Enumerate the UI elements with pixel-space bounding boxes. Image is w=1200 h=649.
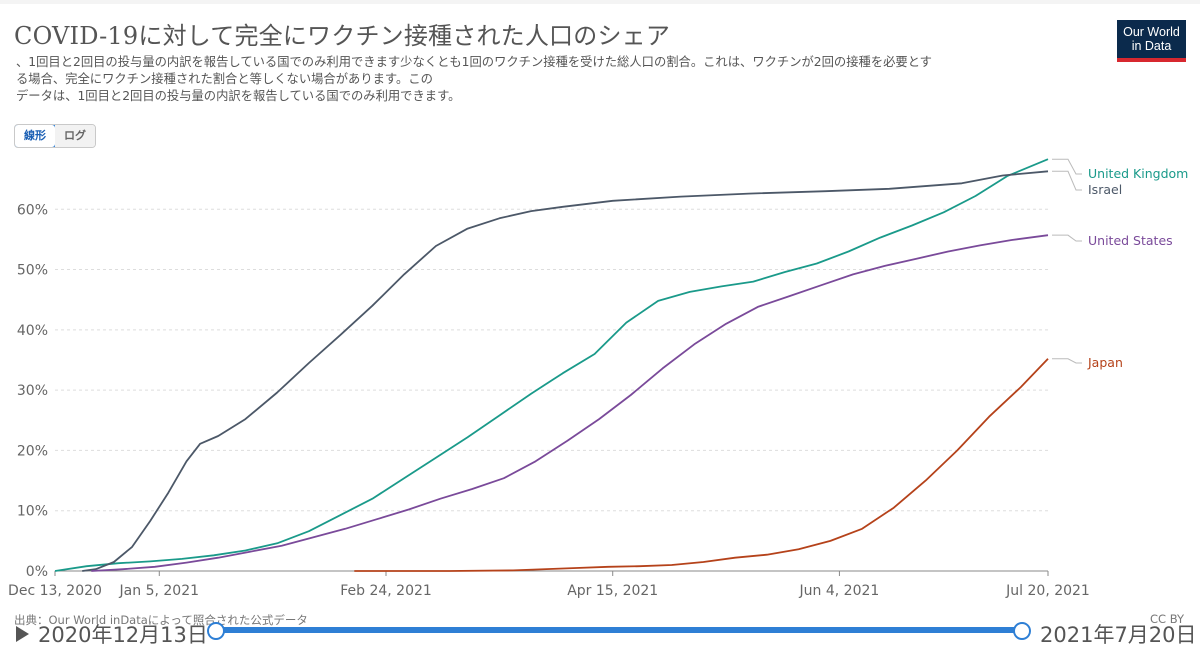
axis-layer: 0% 10% 20% 30% 40% 50% 60% Dec 13, 2020 Jan 5, 2… xyxy=(8,202,1090,599)
x-tick-label: Dec 13, 2020 xyxy=(8,583,102,599)
top-rule xyxy=(0,0,1200,4)
label-leader-japan xyxy=(1052,358,1082,364)
y-tick-label: 40% xyxy=(17,323,48,339)
timeline-track[interactable] xyxy=(215,627,1021,633)
label-leader-united-states xyxy=(1052,234,1082,242)
subtitle-line-1: 、1回目と2回目の投与量の内訳を報告している国でのみ利用できます少なくとも1回の… xyxy=(16,55,932,69)
series-label-israel[interactable]: Israel xyxy=(1088,182,1122,197)
timeline-end-date: 2021年7月20日 xyxy=(1040,623,1197,647)
y-tick-label: 60% xyxy=(17,202,48,218)
series-label-united-kingdom[interactable]: United Kingdom xyxy=(1088,166,1188,181)
source-note: 出典：Our World inDataによって照合された公式データ xyxy=(14,613,308,627)
subtitle-line-3: データは、1回目と2回目の投与量の内訳を報告している国でのみ利用できます。 xyxy=(16,89,461,103)
x-tick-label: Apr 15, 2021 xyxy=(567,583,658,599)
series-layer xyxy=(54,158,1049,572)
owid-logo[interactable]: Our World in Data xyxy=(1117,20,1186,62)
timeline-end-handle[interactable] xyxy=(1013,622,1031,640)
play-icon[interactable] xyxy=(16,626,29,642)
series-line-japan[interactable] xyxy=(354,358,1049,572)
label-leader-united-kingdom xyxy=(1052,158,1082,175)
scale-toggle: 線形 ログ xyxy=(14,124,96,148)
timeline: 2020年12月13日 2021年7月20日 xyxy=(0,618,1200,647)
chart-subtitle: 、1回目と2回目の投与量の内訳を報告している国でのみ利用できます少なくとも1回の… xyxy=(16,54,1116,105)
series-label-japan[interactable]: Japan xyxy=(1087,355,1123,370)
license-link[interactable]: CC BY xyxy=(1150,612,1185,626)
logo-line-1: Our World xyxy=(1123,25,1180,39)
series-line-united-states[interactable] xyxy=(91,234,1049,572)
y-tick-label: 10% xyxy=(17,504,48,520)
x-tick-label: Feb 24, 2021 xyxy=(340,583,432,599)
subtitle-line-2: る場合、完全にワクチン接種された割合と等しくない場合があります。この xyxy=(16,72,433,86)
label-leader-israel xyxy=(1052,170,1082,191)
series-line-israel[interactable] xyxy=(82,170,1049,572)
timeline-start-handle[interactable] xyxy=(207,622,225,640)
logo-line-2: in Data xyxy=(1131,39,1172,53)
series-line-united-kingdom[interactable] xyxy=(54,158,1049,572)
x-tick-label: Jun 4, 2021 xyxy=(799,583,880,599)
chart-title: COVID-19に対して完全にワクチン接種された人口のシェア xyxy=(14,22,671,50)
x-tick-label: Jan 5, 2021 xyxy=(119,583,199,599)
y-tick-label: 50% xyxy=(17,263,48,279)
y-tick-label: 0% xyxy=(26,564,48,580)
y-tick-label: 20% xyxy=(17,443,48,459)
timeline-start-date: 2020年12月13日 xyxy=(38,623,208,647)
log-scale-button[interactable]: ログ xyxy=(55,125,95,147)
x-tick-label: Jul 20, 2021 xyxy=(1005,583,1090,599)
series-label-united-states[interactable]: United States xyxy=(1088,233,1173,248)
y-tick-label: 30% xyxy=(17,383,48,399)
grid-layer xyxy=(55,208,1048,512)
